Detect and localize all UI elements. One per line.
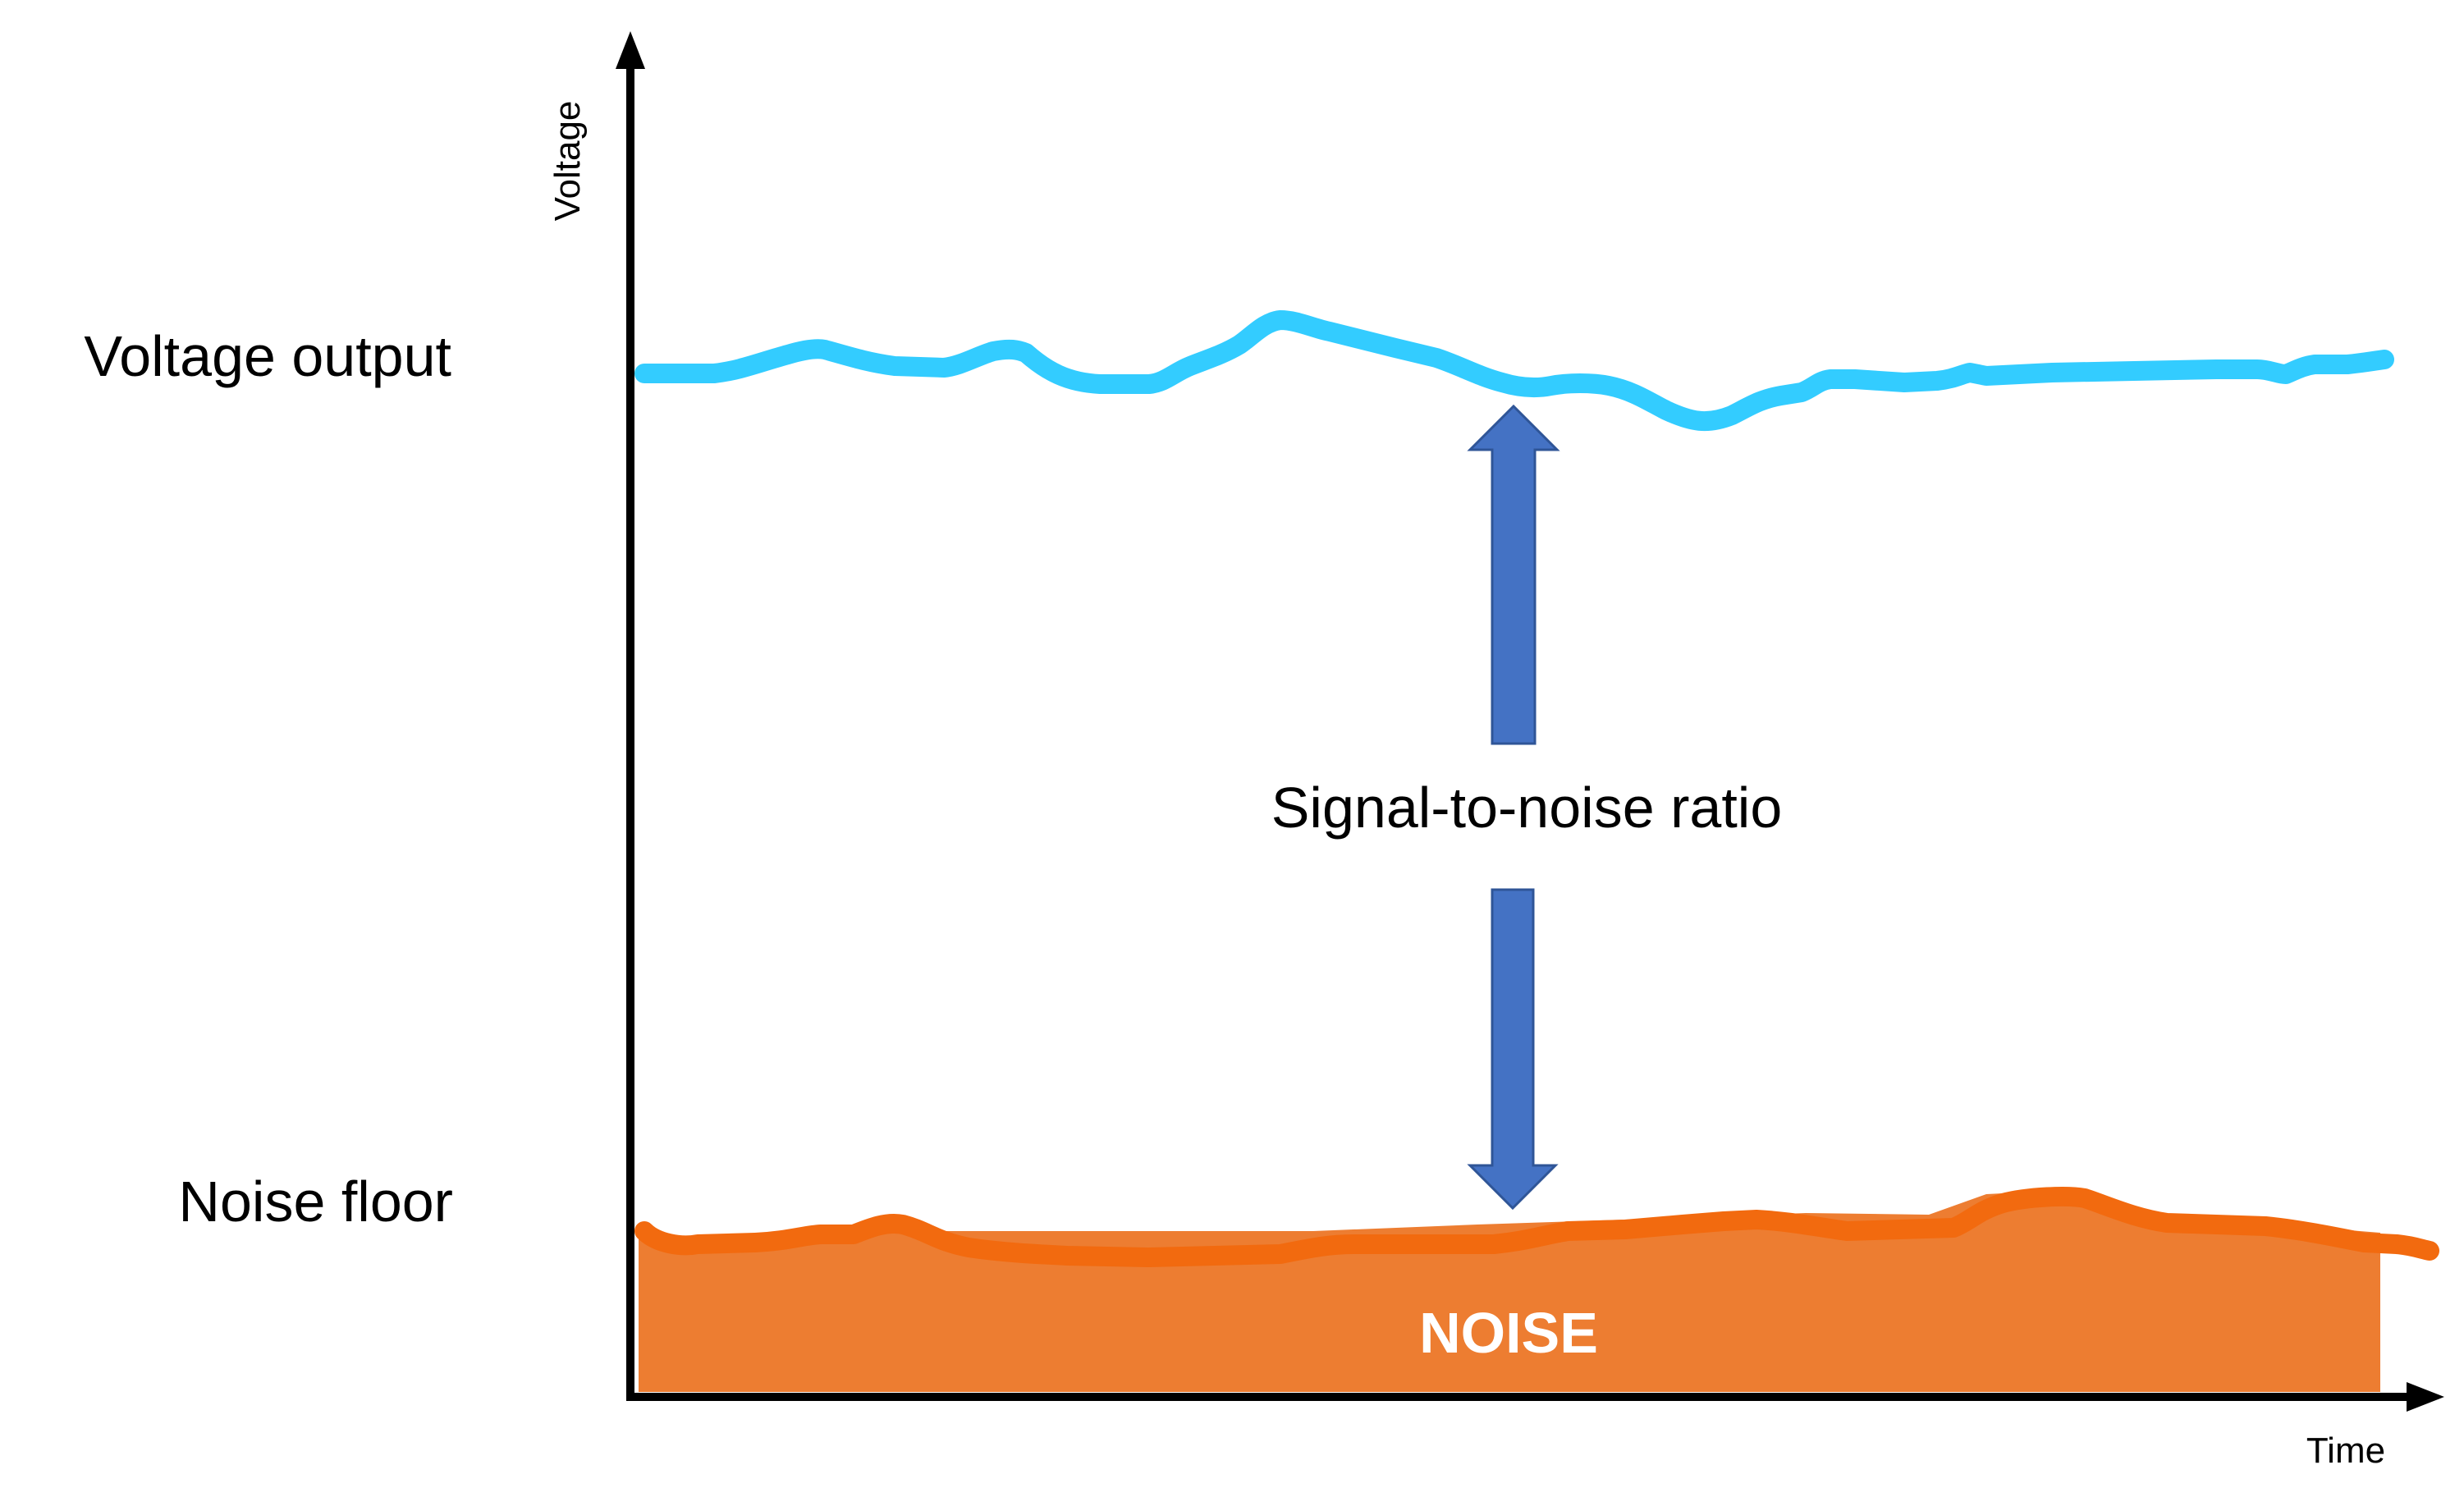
noise-floor-label: Noise floor — [178, 1170, 453, 1234]
x-axis-arrowhead — [2407, 1382, 2444, 1412]
snr-label: Signal-to-noise ratio — [1271, 776, 1783, 840]
y-axis-arrowhead — [616, 31, 645, 69]
noise-floor-line — [634, 1187, 2439, 1267]
x-axis-label: Time — [2306, 1431, 2385, 1471]
y-axis-label: Voltage — [547, 101, 588, 222]
noise-region-label: NOISE — [1419, 1301, 1598, 1365]
snr-arrow-up — [1467, 404, 1560, 745]
voltage-output-label: Voltage output — [84, 324, 451, 388]
voltage-output-line — [634, 310, 2394, 432]
noise-region — [639, 1190, 2380, 1392]
snr-arrow-down — [1467, 888, 1559, 1211]
